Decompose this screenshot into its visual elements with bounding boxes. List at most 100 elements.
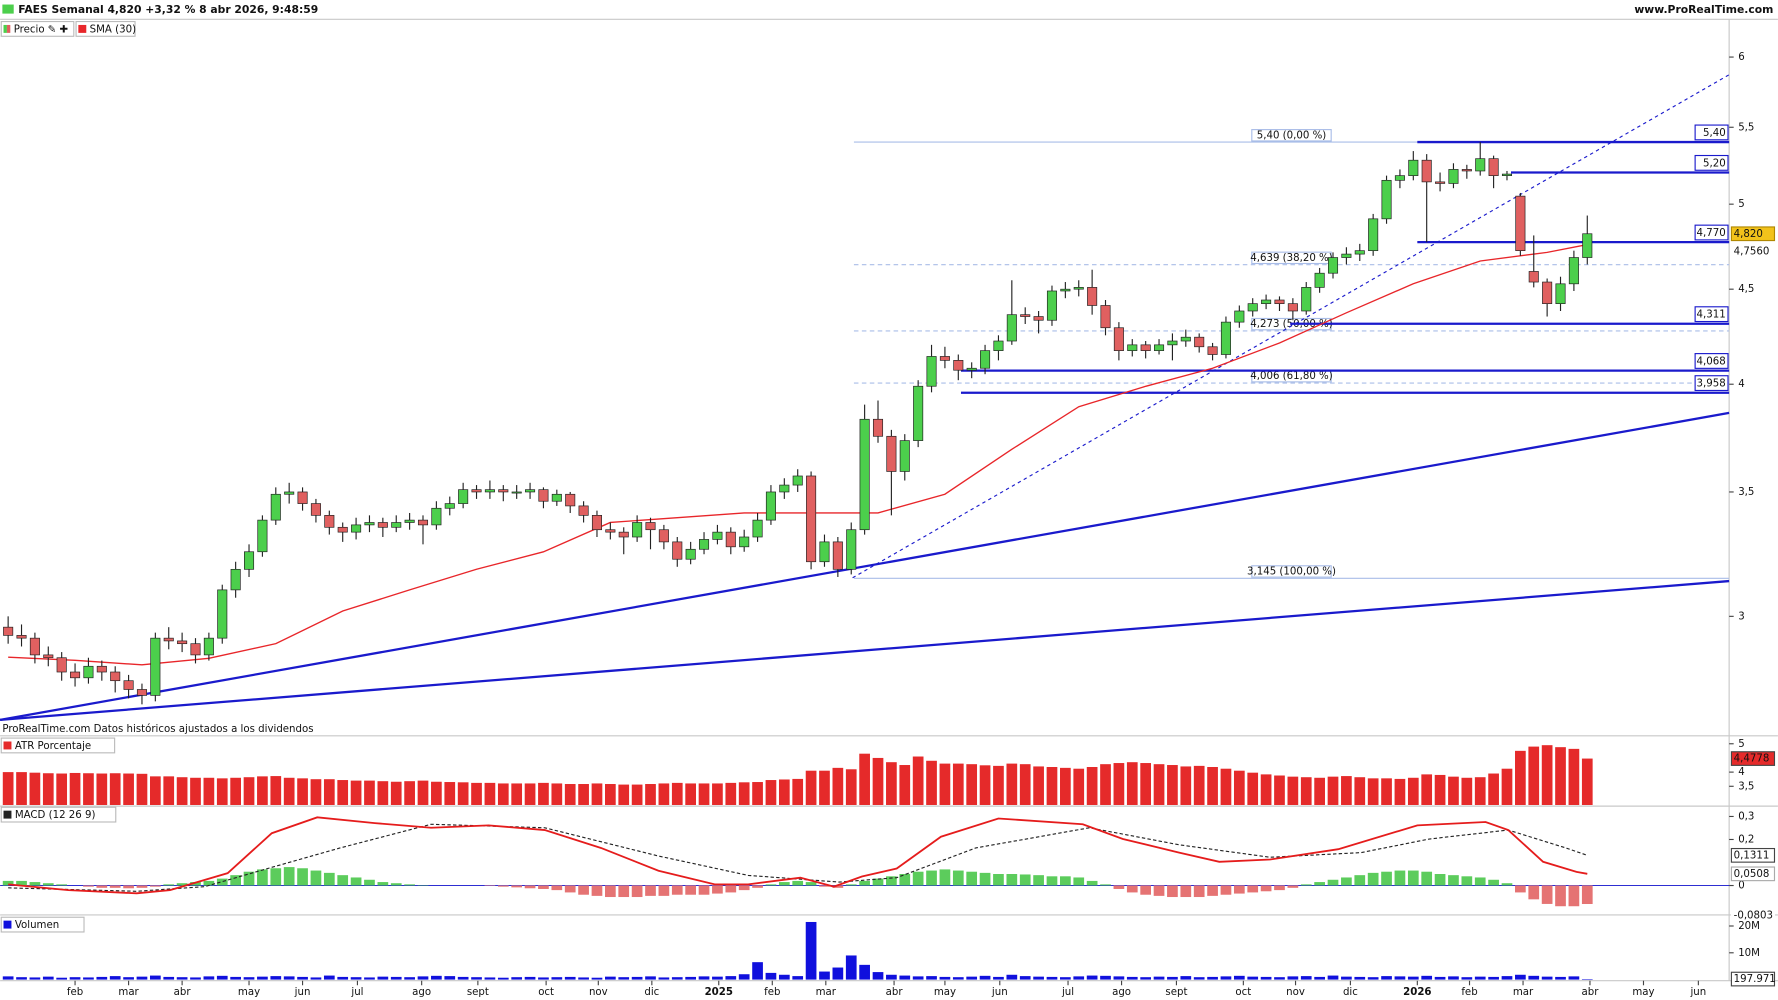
candle-body (1100, 305, 1111, 329)
bar (216, 975, 228, 980)
bar (979, 975, 991, 980)
bar (1287, 976, 1299, 980)
candle-body (645, 522, 656, 531)
histogram-bar (1421, 871, 1433, 886)
bar (1434, 976, 1446, 980)
bar (551, 783, 563, 805)
bar (1153, 976, 1165, 980)
bar (819, 770, 830, 805)
bar (524, 976, 536, 980)
sma-value-label: 4,7560 (1734, 246, 1770, 257)
bar (323, 779, 335, 805)
panel-title: ATR Porcentaje (15, 741, 91, 752)
x-tick-label: nov (1286, 987, 1305, 998)
legend-price[interactable] (0, 20, 75, 37)
legend-atr[interactable] (0, 737, 116, 754)
histogram-bar (1060, 876, 1071, 886)
histogram-bar (350, 877, 362, 886)
y-tick-label: 0 (1738, 881, 1744, 892)
bar (484, 782, 496, 805)
bar (591, 977, 603, 980)
bar (404, 977, 415, 980)
candle-body (1435, 181, 1446, 184)
candle-body (1582, 233, 1593, 258)
legend-label: SMA (30) (90, 24, 136, 35)
bar (1126, 976, 1138, 980)
value-tag (1730, 226, 1776, 242)
bar (859, 753, 870, 805)
histogram-bar (765, 884, 777, 886)
candle-body (551, 493, 562, 502)
bar (1260, 976, 1272, 980)
bar (1381, 976, 1392, 980)
bar (1341, 776, 1352, 805)
histogram-bar (96, 885, 108, 888)
legend-volume[interactable] (0, 916, 85, 933)
histogram-bar (578, 885, 589, 895)
bar (377, 976, 389, 980)
bar (939, 976, 951, 980)
bar (1233, 975, 1245, 980)
candle-body (431, 507, 442, 526)
bar (1247, 772, 1259, 805)
candle-body (752, 519, 763, 538)
bar (912, 976, 924, 980)
candle-body (632, 522, 643, 538)
x-tick-label: jul (350, 987, 363, 998)
x-tick-label: nov (589, 987, 608, 998)
bar (417, 780, 429, 805)
level-label-bg (1694, 124, 1729, 141)
histogram-bar (230, 875, 241, 886)
histogram-bar (1541, 885, 1553, 904)
bar (605, 784, 616, 805)
fib-label: 3,145 (100,00 %) (1247, 566, 1336, 577)
y-tick-label: 5 (1738, 199, 1744, 210)
bar (176, 977, 188, 980)
candle-body (1341, 253, 1352, 258)
bar (738, 782, 750, 805)
bar (1488, 773, 1499, 805)
x-tick-label: feb (67, 987, 83, 998)
bar (899, 975, 911, 980)
histogram-bar (872, 878, 884, 886)
histogram-bar (1367, 872, 1379, 886)
histogram-bar (1006, 874, 1018, 886)
x-tick-label: 2025 (705, 987, 733, 998)
candle-body (1394, 175, 1405, 181)
bar (738, 974, 750, 980)
bar (872, 757, 884, 805)
legend-tools[interactable]: ✎ ✚ (48, 24, 68, 35)
candle-body (1501, 173, 1513, 176)
chart-title: FAES Semanal 4,820 +3,32 % 8 abr 2026, 9… (18, 3, 318, 16)
level-label: 4,068 (1697, 357, 1726, 368)
bar (1100, 975, 1111, 980)
candle-body (1555, 283, 1566, 304)
bar (1448, 976, 1459, 980)
histogram-bar (243, 871, 255, 886)
bar (1541, 745, 1553, 805)
histogram-bar (257, 869, 268, 886)
histogram-bar (1260, 885, 1272, 892)
histogram-bar (1073, 877, 1085, 886)
histogram-bar (1501, 883, 1513, 886)
bar (605, 976, 616, 980)
candle-body (310, 503, 321, 516)
legend-sma[interactable] (75, 20, 136, 37)
bar (1033, 766, 1044, 805)
bar (350, 977, 362, 980)
value-tag-label: -0,0803 (1734, 910, 1773, 921)
bar (123, 977, 134, 980)
bar (1033, 976, 1044, 980)
legend-macd[interactable] (0, 806, 117, 823)
level-label: 3,958 (1697, 379, 1726, 390)
histogram-bar (979, 872, 991, 886)
histogram-bar (2, 880, 14, 886)
bar (1260, 774, 1272, 805)
x-tick-label: abr (1582, 987, 1600, 998)
level-label: 5,20 (1703, 158, 1726, 169)
histogram-bar (1180, 885, 1192, 898)
histogram-bar (1354, 875, 1366, 886)
histogram-bar (952, 870, 964, 886)
